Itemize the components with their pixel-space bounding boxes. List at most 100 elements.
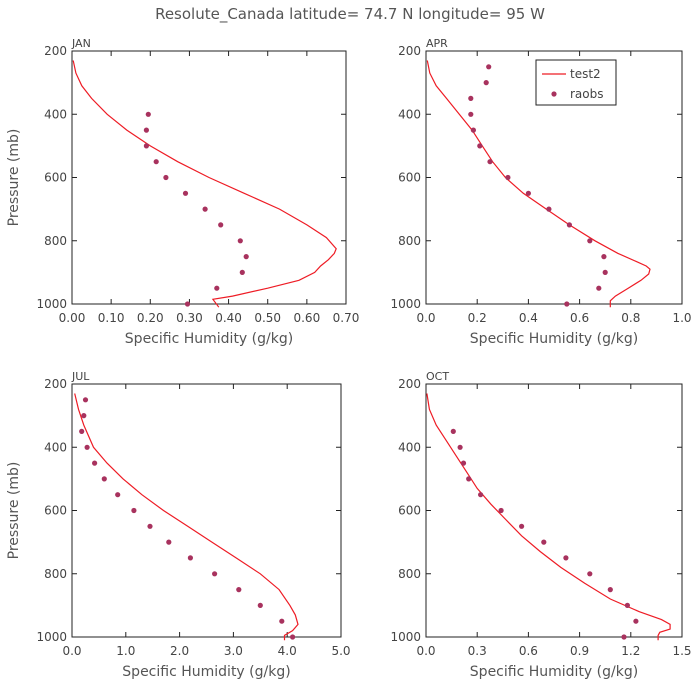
data-point-raobs — [563, 555, 569, 561]
data-point-raobs — [450, 428, 456, 434]
data-point-raobs — [84, 444, 90, 450]
data-point-raobs — [596, 285, 602, 291]
data-point-raobs — [163, 174, 169, 181]
y-tick-label: 600 — [398, 504, 421, 518]
panel-label: OCT — [426, 370, 449, 383]
panel-oct: OCT 0.0 0.3 0.6 0.9 1.2 1.5 200 400 600 800 1000 Spe… — [390, 370, 691, 680]
data-point-raobs — [82, 397, 89, 403]
data-point-raobs — [218, 222, 224, 228]
data-point-raobs — [290, 634, 296, 640]
y-tick-label: 200 — [44, 44, 67, 58]
data-point-raobs — [468, 111, 474, 117]
x-tick-label: 0.00 — [59, 311, 86, 325]
x-tick-label: 0.20 — [137, 311, 164, 325]
y-tick-label: 800 — [398, 567, 421, 581]
x-tick-label: 0.9 — [570, 644, 589, 658]
data-point-raobs — [184, 301, 191, 307]
data-point-raobs — [243, 254, 249, 260]
data-point-raobs — [202, 206, 208, 212]
data-point-raobs — [79, 428, 85, 434]
x-tick-label: 0.6 — [570, 311, 589, 325]
data-point-raobs — [525, 190, 532, 196]
data-point-raobs — [607, 587, 613, 593]
data-point-raobs — [466, 476, 472, 482]
data-point-raobs — [478, 492, 484, 498]
data-point-raobs — [486, 64, 492, 70]
y-tick-label: 200 — [44, 377, 67, 391]
y-tick-label: 800 — [398, 234, 421, 248]
y-tick-label: 400 — [44, 440, 67, 454]
panel-label: JAN — [71, 37, 91, 50]
data-point-raobs — [101, 476, 107, 482]
data-point-raobs — [239, 269, 245, 275]
data-point-raobs — [279, 618, 285, 624]
x-tick-label: 0.0 — [416, 644, 435, 658]
x-axis-label: Specific Humidity (g/kg) — [470, 664, 638, 680]
x-tick-label: 0.8 — [621, 311, 640, 325]
y-tick-label: 1000 — [390, 630, 421, 644]
x-tick-label: 0.0 — [62, 644, 81, 658]
y-axis-label: Pressure (mb) — [6, 129, 22, 227]
data-point-raobs — [470, 127, 476, 133]
data-point-raobs — [147, 523, 153, 529]
data-point-raobs — [541, 539, 547, 545]
data-point-raobs — [633, 618, 639, 624]
y-tick-label: 600 — [44, 504, 67, 518]
y-axis-label: Pressure (mb) — [6, 462, 22, 560]
x-tick-label: 0.60 — [293, 311, 320, 325]
data-point-raobs — [566, 222, 573, 228]
x-tick-label: 3.0 — [224, 644, 243, 658]
panel-label: APR — [426, 37, 448, 50]
legend-entry-label: raobs — [570, 87, 604, 101]
panel-apr: APR 0.0 0.2 0.4 0.6 0.8 1.0 200 400 600 800 1000 Spe… — [390, 37, 691, 347]
data-point-raobs — [237, 238, 243, 244]
legend-entry-label: test2 — [570, 67, 601, 81]
data-point-raobs — [131, 507, 137, 514]
x-tick-label: 1.0 — [116, 644, 135, 658]
data-point-raobs — [624, 602, 631, 609]
y-tick-label: 800 — [44, 234, 67, 248]
data-point-raobs — [602, 269, 608, 275]
data-point-raobs — [257, 602, 263, 609]
plot-frame — [425, 383, 683, 638]
data-point-raobs — [621, 634, 627, 640]
x-tick-label: 0.6 — [519, 644, 538, 658]
x-tick-label: 1.5 — [672, 644, 691, 658]
y-tick-label: 800 — [44, 567, 67, 581]
x-tick-label: 5.0 — [331, 644, 350, 658]
series-line-test2 — [426, 393, 671, 641]
x-tick-label: 0.70 — [333, 311, 360, 325]
x-axis-label: Specific Humidity (g/kg) — [125, 331, 293, 347]
data-point-raobs — [143, 143, 149, 149]
x-tick-label: 0.40 — [215, 311, 242, 325]
data-point-raobs — [587, 238, 593, 244]
data-point-raobs — [498, 507, 504, 514]
data-point-raobs — [214, 285, 220, 291]
x-tick-label: 0.3 — [468, 644, 487, 658]
y-tick-label: 400 — [398, 440, 421, 454]
data-point-raobs — [153, 159, 159, 165]
y-tick-label: 600 — [44, 171, 67, 185]
data-point-raobs — [546, 206, 552, 212]
y-tick-label: 1000 — [390, 297, 421, 311]
data-point-raobs — [115, 492, 121, 498]
panel-label: JUL — [71, 370, 90, 383]
x-tick-label: 0.30 — [176, 311, 203, 325]
data-point-raobs — [477, 143, 483, 149]
legend-swatch-point — [551, 91, 557, 97]
x-tick-label: 0.4 — [519, 311, 538, 325]
y-tick-label: 1000 — [36, 630, 67, 644]
data-point-raobs — [505, 174, 511, 181]
y-tick-label: 200 — [398, 44, 421, 58]
data-point-raobs — [487, 159, 493, 165]
data-point-raobs — [143, 127, 149, 133]
data-point-raobs — [601, 254, 607, 260]
data-point-raobs — [166, 539, 172, 545]
data-point-raobs — [519, 523, 525, 529]
panel-jan: JAN 0.00 0.10 0.20 0.30 0.40 0.50 0.60 0.70 200 40… — [6, 37, 359, 347]
y-tick-label: 400 — [44, 107, 67, 121]
x-axis-label: Specific Humidity (g/kg) — [122, 664, 290, 680]
data-point-raobs — [212, 571, 218, 577]
panel-jul: JUL 0.0 1.0 2.0 3.0 4.0 5.0 200 400 600 800 1000 Spe… — [6, 370, 351, 680]
